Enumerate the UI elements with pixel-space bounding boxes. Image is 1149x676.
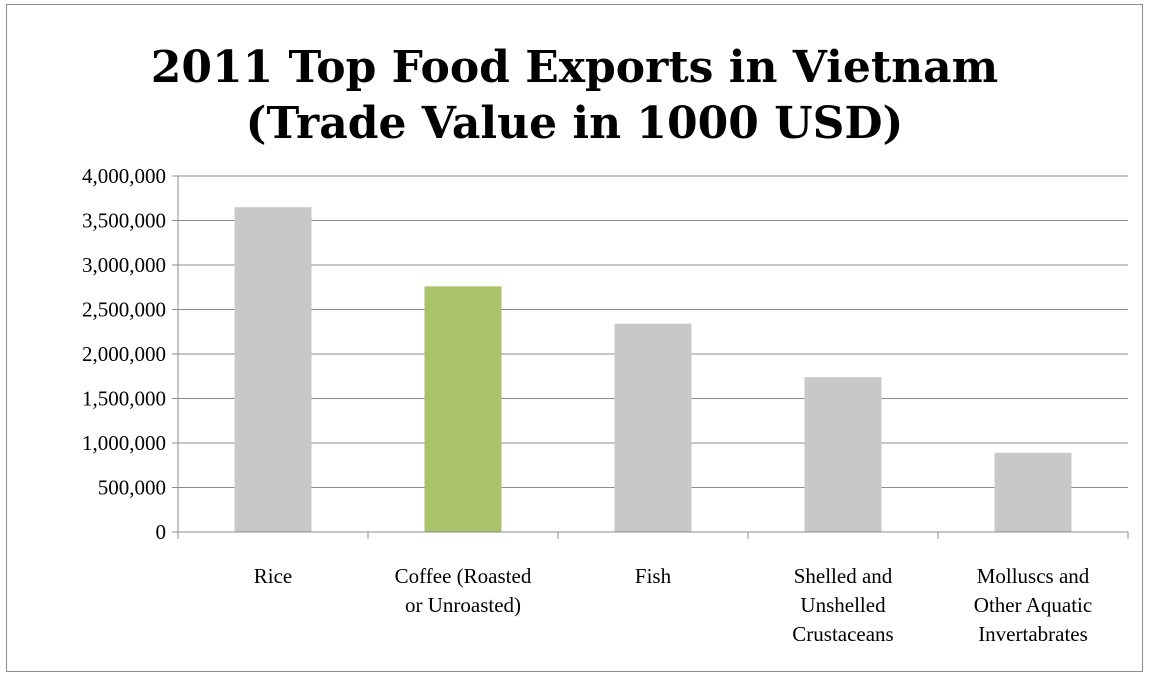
y-tick-label: 0 — [156, 520, 167, 544]
bar — [234, 207, 312, 532]
y-tick-label: 2,000,000 — [82, 342, 166, 366]
y-tick-label: 2,500,000 — [82, 298, 166, 322]
y-tick-label: 3,000,000 — [82, 253, 166, 277]
bars — [234, 207, 1072, 532]
y-tick-label: 500,000 — [98, 476, 166, 500]
x-tick-label: Molluscs and — [977, 564, 1090, 588]
chart-title: 2011 Top Food Exports in Vietnam (Trade … — [0, 40, 1149, 152]
x-tick-label: Invertabrates — [978, 622, 1088, 646]
y-tick-label: 1,500,000 — [82, 387, 166, 411]
y-axis-tick-labels: 0 500,000 1,000,000 1,500,000 2,000,000 2,500… — [82, 164, 166, 544]
x-tick-label: Shelled and — [794, 564, 893, 588]
x-tick-label: Fish — [635, 564, 672, 588]
chart-title-line-1: 2011 Top Food Exports in Vietnam — [150, 42, 999, 93]
bar — [994, 452, 1072, 532]
x-tick-label: Crustaceans — [792, 622, 893, 646]
x-axis-tick-labels: Rice Coffee (Roasted or Unroasted) Fish Shel… — [254, 564, 1092, 646]
chart-frame — [6, 4, 1143, 672]
bar — [614, 323, 692, 532]
x-tick-label: Rice — [254, 564, 292, 588]
bar — [804, 377, 882, 532]
y-tick-label: 1,000,000 — [82, 431, 166, 455]
axes — [172, 175, 1129, 539]
x-tick-label: or Unroasted) — [405, 593, 521, 617]
y-tick-label: 4,000,000 — [82, 164, 166, 188]
x-tick-label: Coffee (Roasted — [395, 564, 532, 588]
y-tick-label: 3,500,000 — [82, 209, 166, 233]
chart-title-line-2: (Trade Value in 1000 USD) — [245, 98, 904, 149]
x-tick-label: Other Aquatic — [974, 593, 1092, 617]
bar — [424, 286, 502, 532]
x-tick-label: Unshelled — [800, 593, 886, 617]
